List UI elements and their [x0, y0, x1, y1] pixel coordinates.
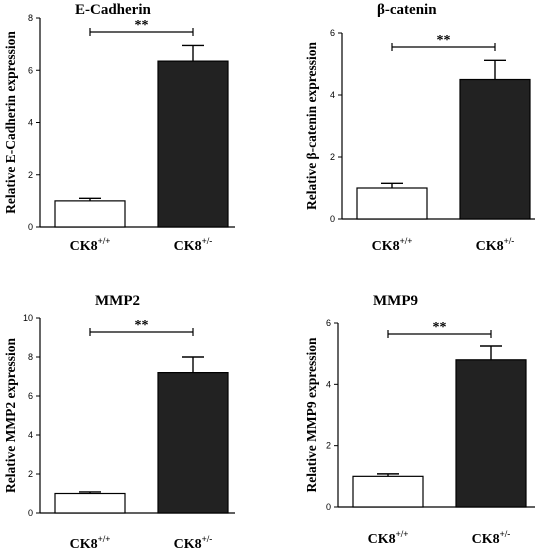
category-label-base: CK8	[372, 239, 400, 254]
y-tick-label: 4	[28, 430, 33, 440]
category-label: CK8+/+	[70, 534, 111, 550]
y-axis-label: Relative MMP2 expression	[3, 338, 18, 493]
y-tick-label: 0	[28, 508, 33, 518]
category-label-base: CK8	[70, 537, 98, 550]
y-tick-label: 6	[28, 391, 33, 401]
panel-e-cadherin: 0 2 4 6 8 E-Cadherin Relative E-Cadherin expre…	[3, 2, 235, 254]
significance-label: **	[135, 318, 149, 333]
y-axis-label: Relative MMP9 expression	[304, 337, 319, 492]
bar-ck8-wt	[352, 475, 424, 508]
y-tick-label: 0	[326, 502, 331, 512]
y-tick-label: 6	[330, 28, 335, 38]
y-tick-label: 6	[28, 65, 33, 75]
category-label-base: CK8	[472, 532, 500, 547]
significance-label: **	[135, 18, 149, 33]
y-axis-label: Relative β-catenin expression	[304, 41, 319, 210]
category-label: CK8+/+	[70, 236, 111, 254]
chart-title: MMP2	[95, 293, 140, 309]
category-label: CK8+/-	[476, 236, 515, 254]
bar-ck8-wt	[54, 492, 126, 514]
significance-label: **	[437, 33, 451, 48]
y-tick-label: 8	[28, 13, 33, 23]
y-tick-label: 8	[28, 352, 33, 362]
y-tick-label: 4	[28, 118, 33, 128]
category-label: CK8+/+	[368, 529, 409, 547]
category-label-superscript: +/+	[396, 529, 409, 539]
y-tick-label: 2	[28, 170, 33, 180]
bar-ck8-het	[157, 60, 229, 228]
category-label-base: CK8	[368, 532, 396, 547]
y-tick-label: 2	[326, 441, 331, 451]
bar-ck8-het	[455, 359, 527, 508]
y-tick-label: 0	[28, 222, 33, 232]
y-tick-label: 4	[330, 90, 335, 100]
category-label: CK8+/-	[472, 529, 511, 547]
bar-ck8-het	[459, 78, 531, 220]
y-tick-label: 10	[23, 313, 33, 323]
category-label-superscript: +/+	[98, 236, 111, 246]
bar-ck8-het	[157, 372, 229, 514]
category-label-superscript: +/-	[500, 529, 511, 539]
bar-ck8-wt	[356, 187, 428, 220]
category-label-superscript: +/-	[202, 534, 213, 544]
y-tick-label: 6	[326, 318, 331, 328]
panel-beta-catenin: 0 2 4 6 β-catenin Relative β-catenin expressi…	[304, 2, 535, 254]
category-label-base: CK8	[174, 239, 202, 254]
category-label-superscript: +/+	[400, 236, 413, 246]
category-label-superscript: +/+	[98, 534, 111, 544]
category-label: CK8+/-	[174, 534, 213, 550]
category-label: CK8+/-	[174, 236, 213, 254]
bar-ck8-wt	[54, 200, 126, 228]
category-label: CK8+/+	[372, 236, 413, 254]
chart-title: β-catenin	[377, 2, 437, 18]
y-tick-label: 4	[326, 379, 331, 389]
category-label-superscript: +/-	[504, 236, 515, 246]
y-tick-label: 0	[330, 214, 335, 224]
category-label-base: CK8	[174, 537, 202, 550]
y-tick-label: 2	[28, 469, 33, 479]
y-tick-label: 2	[330, 152, 335, 162]
category-label-base: CK8	[70, 239, 98, 254]
y-axis-label: Relative E-Cadherin expression	[3, 31, 18, 214]
category-label-base: CK8	[476, 239, 504, 254]
significance-label: **	[433, 320, 447, 335]
chart-title: E-Cadherin	[75, 2, 152, 18]
chart-title: MMP9	[373, 293, 418, 309]
category-label-superscript: +/-	[202, 236, 213, 246]
